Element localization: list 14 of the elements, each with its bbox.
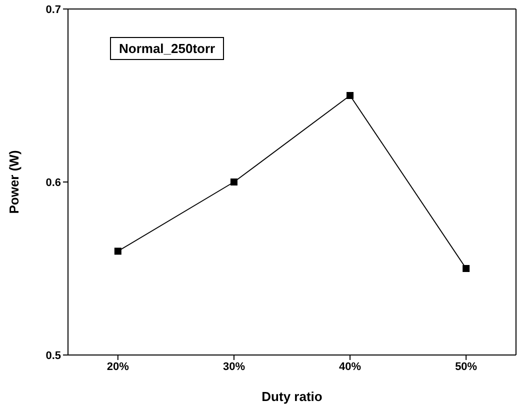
x-tick-label: 20% <box>106 360 130 373</box>
y-tick-label: 0.5 <box>46 350 61 362</box>
point <box>346 92 354 99</box>
y-tick-label: 0.7 <box>46 4 61 16</box>
annotation: Normal_250torr <box>110 37 224 60</box>
x-tick-label: 50% <box>455 360 478 373</box>
x-axis-title: Duty ratio <box>262 389 322 404</box>
y-tick-label: 0.6 <box>46 176 61 189</box>
point <box>462 265 470 272</box>
point <box>114 248 122 255</box>
y-axis-title: Power (W) <box>6 150 22 214</box>
x-tick-label: 40% <box>339 360 362 373</box>
point <box>230 178 238 186</box>
x-tick-label: 30% <box>222 360 246 373</box>
